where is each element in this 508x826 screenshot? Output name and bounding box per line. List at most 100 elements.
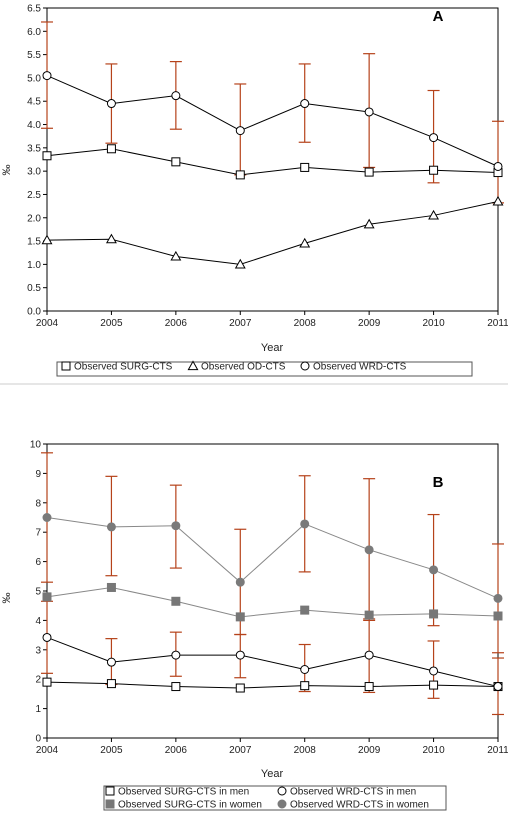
y-tick-label: 7: [35, 528, 41, 539]
legend-label: Observed WRD-CTS: [313, 362, 407, 373]
y-tick-label: 0.0: [27, 307, 41, 318]
x-axis-label: Year: [261, 768, 284, 780]
series-line: [46, 75, 499, 167]
x-tick-label: 2011: [487, 745, 508, 756]
data-point: [492, 195, 504, 206]
data-point: [106, 522, 116, 532]
data-point: [42, 151, 52, 161]
data-point: [235, 612, 245, 622]
y-tick-label: 6.5: [27, 4, 41, 15]
data-point: [364, 545, 374, 555]
data-point: [300, 162, 310, 172]
series: [42, 144, 503, 180]
data-point: [106, 679, 116, 689]
y-tick-label: 9: [35, 469, 41, 480]
series-line: [46, 636, 499, 688]
data-point: [429, 666, 439, 676]
y-tick-label: 2.5: [27, 190, 41, 201]
data-point: [428, 209, 440, 220]
series-line: [46, 148, 499, 176]
y-tick-label: 8: [35, 498, 41, 509]
legend-label: Observed SURG-CTS: [74, 362, 173, 373]
data-point: [42, 513, 52, 522]
data-point: [106, 99, 116, 109]
data-point: [106, 582, 116, 592]
legend-swatch: [61, 361, 71, 371]
data-point: [42, 71, 52, 81]
series-line: [46, 681, 499, 689]
chart-panel-a: 0.0 0.5 1.0 1.5 2.0 2.5 3.0 3.5 4.0 4.5 5.0 5.5 6.0 6…: [1, 4, 508, 377]
x-tick-label: 2008: [294, 318, 317, 329]
x-tick-label: 2009: [358, 318, 381, 329]
data-point: [171, 682, 181, 692]
y-tick-label: 2: [35, 675, 41, 686]
legend-label: Observed SURG-CTS in women: [118, 800, 262, 811]
data-point: [235, 126, 245, 136]
y-tick-label: 0.5: [27, 283, 41, 294]
data-point: [171, 157, 181, 167]
panel-label: A: [433, 8, 444, 25]
legend-swatch: [187, 360, 199, 371]
legend-swatch: [105, 786, 115, 796]
data-point: [235, 683, 245, 693]
data-point: [493, 593, 503, 603]
data-point: [300, 681, 310, 691]
data-point: [235, 577, 245, 587]
y-tick-label: 4.0: [27, 120, 41, 131]
data-point: [364, 610, 374, 620]
x-tick-label: 2010: [422, 318, 445, 329]
legend-label: Observed WRD-CTS in women: [290, 800, 429, 811]
data-point: [429, 609, 439, 619]
legend-swatch: [277, 799, 287, 809]
y-tick-label: 3.5: [27, 143, 41, 154]
data-point: [106, 144, 116, 154]
x-tick-label: 2007: [229, 318, 252, 329]
y-tick-label: 2.0: [27, 213, 41, 224]
data-point: [42, 592, 52, 602]
x-tick-label: 2004: [36, 318, 59, 329]
y-axis-label: ‰: [1, 165, 13, 176]
legend-swatch: [105, 799, 115, 809]
legend-swatch: [300, 361, 310, 371]
series-line: [46, 586, 499, 618]
x-tick-label: 2008: [294, 745, 317, 756]
data-point: [300, 605, 310, 615]
series: [42, 582, 503, 622]
data-point: [171, 91, 181, 101]
x-tick-label: 2010: [422, 745, 445, 756]
legend-swatch: [277, 786, 287, 796]
series-line: [46, 517, 499, 599]
data-point: [493, 682, 503, 692]
y-tick-label: 5: [35, 587, 41, 598]
data-point: [299, 237, 311, 248]
data-point: [493, 161, 503, 171]
y-tick-label: 4.5: [27, 97, 41, 108]
series-line: [46, 200, 499, 265]
data-point: [170, 250, 182, 261]
data-point: [364, 682, 374, 692]
data-point: [234, 258, 246, 269]
data-point: [171, 650, 181, 660]
series: [42, 71, 503, 171]
series: [42, 677, 503, 693]
y-tick-label: 0: [35, 734, 41, 745]
y-tick-label: 3: [35, 645, 41, 656]
data-point: [429, 165, 439, 175]
data-point: [171, 521, 181, 531]
y-tick-label: 5.0: [27, 73, 41, 84]
x-tick-label: 2004: [36, 745, 59, 756]
y-tick-label: 10: [30, 440, 42, 451]
y-tick-label: 1.0: [27, 260, 41, 271]
data-point: [364, 107, 374, 117]
y-tick-label: 6.0: [27, 27, 41, 38]
data-point: [106, 657, 116, 667]
data-point: [429, 565, 439, 575]
x-tick-label: 2005: [100, 318, 123, 329]
x-tick-label: 2006: [165, 745, 188, 756]
data-point: [429, 680, 439, 690]
x-tick-label: 2011: [487, 318, 508, 329]
x-tick-label: 2007: [229, 745, 252, 756]
legend-box: [103, 785, 447, 811]
data-point: [363, 218, 375, 229]
